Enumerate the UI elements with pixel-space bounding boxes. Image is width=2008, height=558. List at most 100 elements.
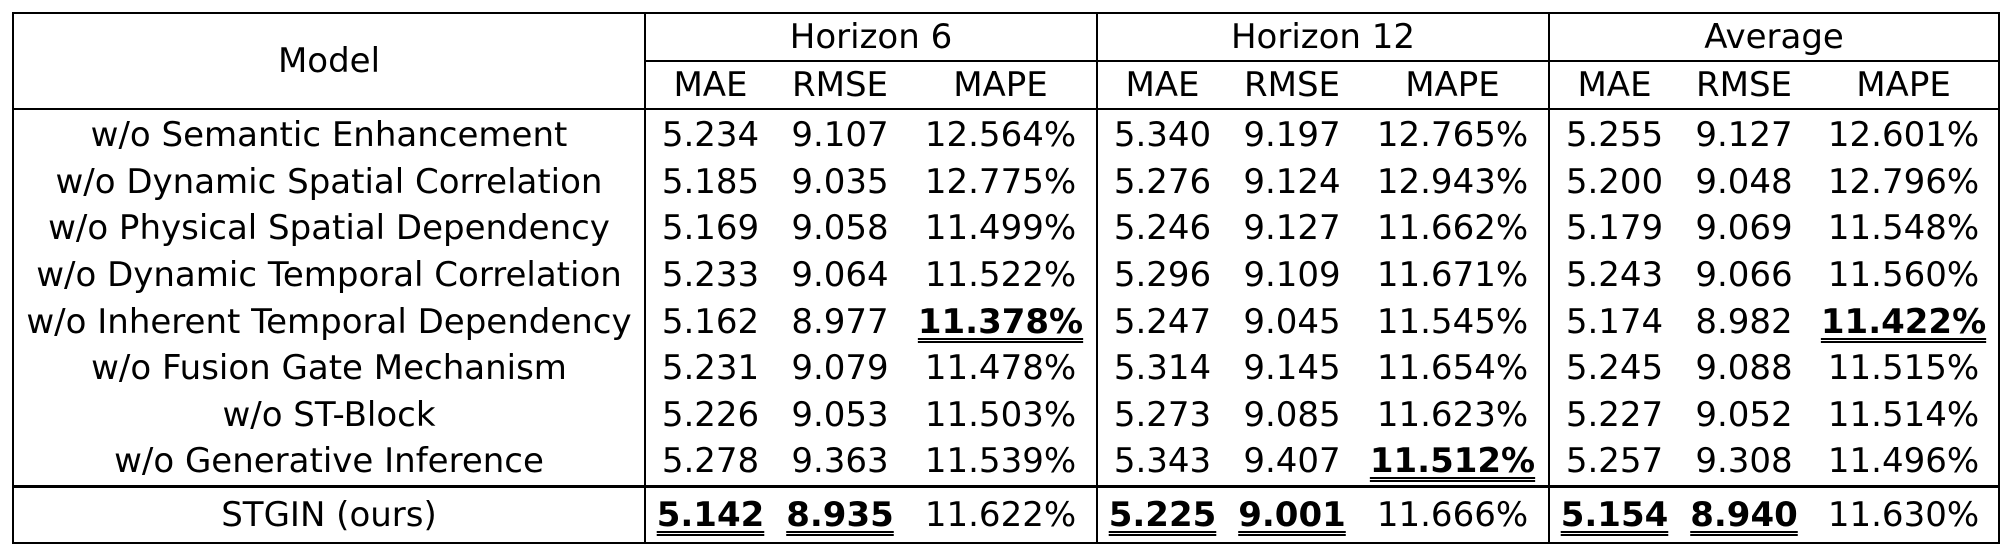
model-name-cell: STGIN (ours) [221,495,437,535]
value-text: 12.796% [1827,161,1980,202]
value-cell: 11.515% [1809,345,1999,392]
value-text: 12.775% [924,161,1077,202]
table-row: w/o Fusion Gate Mechanism 5.231 9.079 11.47… [13,344,1999,392]
value-cell: 11.560% [1809,252,1999,299]
value-cell: 11.545% [1357,298,1549,345]
value-text: 5.179 [1565,208,1664,249]
value-cell: 5.245 [1548,344,1680,392]
value-cell: 9.045 [1227,298,1357,345]
model-name-cell: w/o ST-Block [222,394,436,435]
value-text: 5.243 [1565,255,1664,296]
model-name-cell: w/o Inherent Temporal Dependency [26,301,632,342]
value-cell: 9.107 [775,109,905,159]
value-text: 11.671% [1376,255,1529,296]
value-text: 9.052 [1695,394,1793,435]
value-text: 5.142 [656,495,765,535]
value-cell: 9.088 [1679,345,1809,392]
value-text: 9.079 [791,348,889,389]
value-text: 11.548% [1827,208,1980,249]
value-text: 11.496% [1827,441,1980,482]
value-text: 9.124 [1243,161,1341,202]
value-cell: 9.124 [1227,159,1357,206]
value-cell: 11.522% [905,252,1097,299]
value-cell: 12.943% [1357,159,1549,206]
value-cell: 5.278 [644,438,775,486]
value-cell: 11.654% [1357,345,1549,392]
value-text: 9.107 [791,115,889,156]
value-cell: 11.539% [905,438,1097,486]
value-cell: 11.496% [1809,438,1999,486]
value-cell: 5.246 [1096,205,1227,252]
value-cell: 5.185 [644,158,775,206]
value-text: 5.162 [661,301,760,342]
value-text: 9.069 [1695,208,1793,249]
table-row: w/o ST-Block 5.226 9.053 11.503% 5.273 9.085 1… [13,391,1999,439]
value-cell: 12.765% [1357,109,1549,159]
group-header-horizon-12: Horizon 12 [1095,13,1550,62]
value-cell: 9.048 [1679,159,1809,206]
value-cell: 5.343 [1096,438,1227,486]
value-cell: 5.255 [1548,109,1680,159]
value-cell: 5.226 [644,391,775,439]
value-text: 5.340 [1113,115,1212,156]
value-text: 5.227 [1565,394,1664,435]
value-cell: 9.035 [775,159,905,206]
value-text: 9.145 [1243,348,1341,389]
value-text: 12.601% [1827,115,1980,156]
value-text: 12.765% [1376,115,1529,156]
value-cell: 5.314 [1096,344,1227,392]
value-cell: 9.197 [1227,109,1357,159]
table-row: w/o Generative Inference 5.278 9.363 11.539… [13,438,1999,486]
value-cell: 5.154 [1548,487,1679,543]
table-row: w/o Dynamic Temporal Correlation 5.233 9.0… [13,251,1999,299]
group-header-horizon-6: Horizon 6 [644,13,1097,62]
metric-header-rmse: RMSE [1227,61,1357,110]
table-row: w/o Physical Spatial Dependency 5.169 9.05… [13,205,1999,252]
value-cell: 11.503% [905,392,1097,439]
value-cell: 11.671% [1357,252,1549,299]
value-text: 9.127 [1695,115,1793,156]
metric-header-mae: MAE [644,61,775,110]
table-body: w/o Semantic Enhancement 5.234 9.107 12.564… [13,109,1999,486]
value-text: 5.246 [1113,208,1212,249]
value-text: 11.666% [1376,495,1529,535]
value-text: 12.564% [924,115,1077,156]
value-cell: 11.622% [905,487,1097,543]
metric-header-mape: MAPE [1357,61,1550,110]
value-cell: 8.982 [1679,298,1809,345]
value-cell: 11.623% [1357,392,1549,439]
value-cell: 9.308 [1679,438,1809,486]
value-text: 11.515% [1827,348,1980,389]
value-text: 11.499% [924,208,1077,249]
value-text: 9.048 [1695,161,1793,202]
value-cell: 9.064 [775,252,905,299]
value-text: 9.363 [791,441,889,482]
value-cell: 11.662% [1357,205,1549,252]
value-cell: 5.169 [644,205,775,252]
value-cell: 9.085 [1227,392,1357,439]
model-name-cell: w/o Physical Spatial Dependency [48,208,610,249]
metric-header-rmse: RMSE [775,61,905,110]
value-cell: 9.363 [775,438,905,486]
value-text: 5.231 [661,348,760,389]
table-row-proposed: STGIN (ours) 5.142 8.935 11.622% 5.225 9.001 1… [13,487,1999,543]
value-cell: 8.977 [775,298,905,345]
value-text: 9.127 [1243,208,1341,249]
value-cell: 5.340 [1096,109,1227,159]
value-cell: 5.257 [1548,438,1680,486]
value-text: 11.514% [1827,394,1980,435]
value-text: 9.088 [1695,348,1793,389]
value-cell: 11.548% [1809,205,1999,252]
value-cell: 5.179 [1548,205,1680,252]
value-text: 12.943% [1376,161,1529,202]
table-row: w/o Inherent Temporal Dependency 5.162 8.9… [13,298,1999,345]
value-cell: 11.422% [1809,298,1999,345]
metric-header-rmse: RMSE [1679,61,1810,110]
value-text: 9.045 [1243,301,1341,342]
value-text: 5.233 [661,255,760,296]
value-text: 5.314 [1113,348,1212,389]
value-text: 11.512% [1369,441,1536,482]
metric-header-mape: MAPE [905,61,1097,110]
value-cell: 5.162 [644,298,775,345]
value-text: 5.257 [1565,441,1664,482]
